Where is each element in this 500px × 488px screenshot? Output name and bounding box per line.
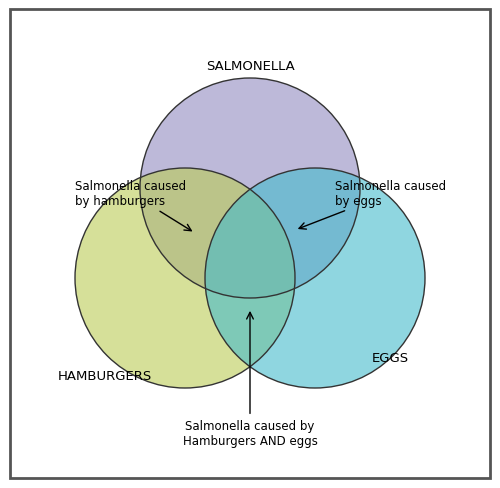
Text: HAMBURGERS: HAMBURGERS: [58, 370, 152, 383]
Text: EGGS: EGGS: [372, 352, 408, 365]
Circle shape: [75, 169, 295, 388]
Text: Salmonella caused
by eggs: Salmonella caused by eggs: [299, 180, 446, 230]
Circle shape: [140, 79, 360, 298]
Text: Salmonella caused by
Hamburgers AND eggs: Salmonella caused by Hamburgers AND eggs: [182, 313, 318, 447]
Text: Salmonella caused
by hamburgers: Salmonella caused by hamburgers: [75, 180, 192, 231]
Text: SALMONELLA: SALMONELLA: [206, 61, 294, 73]
Circle shape: [205, 169, 425, 388]
